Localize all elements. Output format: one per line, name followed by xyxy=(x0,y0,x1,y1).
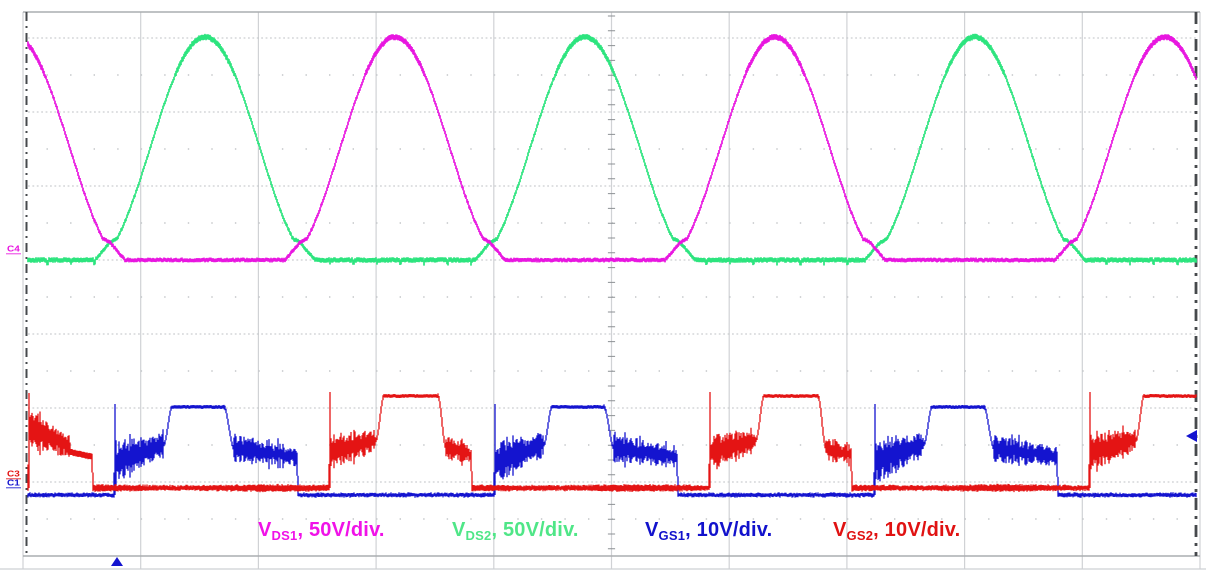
waveform-plot xyxy=(0,11,1206,570)
oscilloscope-screenshot: VDS1, 50V/div. VDS2, 50V/div. VGS1, 10V/… xyxy=(0,11,1206,570)
